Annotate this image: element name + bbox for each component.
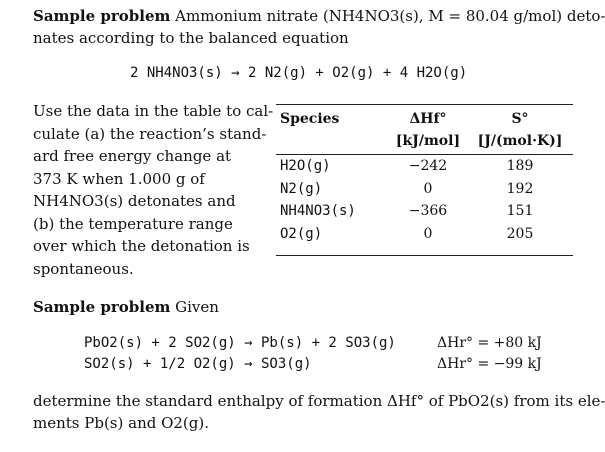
- question-line: culate (a) the reaction’s stand-: [33, 124, 267, 143]
- question-line: over which the detonation is: [33, 237, 250, 255]
- table-header-species: Species: [280, 111, 340, 127]
- question-line: spontaneous.: [33, 259, 134, 278]
- cell-species: O2(g): [280, 226, 323, 242]
- cell-dhf: −242: [408, 158, 448, 174]
- cell-dhf: 0: [423, 226, 433, 242]
- problem1-question: Use the data in the table to cal- culate…: [33, 100, 273, 280]
- question-line: NH4NO3(s) detonates and: [33, 192, 236, 210]
- cell-s: 192: [506, 181, 534, 197]
- cell-s: 205: [506, 226, 534, 242]
- reaction-enthalpy-2: ΔHr° = −99 kJ: [437, 356, 542, 372]
- problem1-heading: Sample problem: [33, 7, 171, 25]
- table-top-rule: [276, 104, 573, 105]
- question-line: 373 K when 1.000 g of: [33, 169, 205, 188]
- question-line: Use the data in the table to cal-: [33, 102, 274, 120]
- table-bottom-rule: [276, 255, 573, 256]
- cell-species: NH4NO3(s): [280, 203, 356, 219]
- cell-dhf: −366: [408, 203, 448, 219]
- cell-s: 189: [506, 158, 534, 174]
- question-line: ard free energy change at: [33, 147, 232, 165]
- cell-dhf: 0: [423, 181, 433, 197]
- problem2-heading: Sample problem: [33, 298, 171, 316]
- problem1-intro-text: Ammonium nitrate (NH4NO3(s), M = 80.04 g…: [175, 7, 605, 25]
- table-header-s-unit: [J/(mol·K)]: [477, 133, 563, 149]
- reaction-enthalpy-1: ΔHr° = +80 kJ: [437, 335, 542, 351]
- problem2-question-line1: determine the standard enthalpy of forma…: [33, 392, 605, 410]
- cell-s: 151: [506, 203, 534, 219]
- reaction-equation-2: SO2(s) + 1/2 O2(g) → SO3(g): [84, 356, 312, 372]
- problem1-equation: 2 NH4NO3(s) → 2 N2(g) + O2(g) + 4 H2O(g): [130, 65, 468, 81]
- problem2-given: Given: [175, 298, 219, 316]
- table-header-dhf: ΔHf°: [409, 111, 447, 127]
- problem1-intro-line1: Sample problem Ammonium nitrate (NH4NO3(…: [33, 7, 605, 25]
- reaction-equation-1: PbO2(s) + 2 SO2(g) → Pb(s) + 2 SO3(g): [84, 335, 396, 351]
- question-line: (b) the temperature range: [33, 214, 233, 233]
- table-header-s: S°: [511, 111, 529, 127]
- problem1-intro-line2: nates according to the balanced equation: [33, 29, 349, 47]
- cell-species: N2(g): [280, 181, 323, 197]
- table-header-dhf-unit: [kJ/mol]: [395, 133, 461, 149]
- table-header-rule: [276, 154, 573, 155]
- problem2-question-line2: ments Pb(s) and O2(g).: [33, 414, 210, 432]
- cell-species: H2O(g): [280, 158, 331, 174]
- problem2-intro: Sample problem Given: [33, 298, 219, 316]
